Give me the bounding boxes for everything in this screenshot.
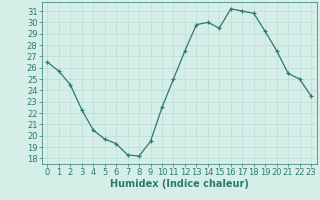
X-axis label: Humidex (Indice chaleur): Humidex (Indice chaleur) (110, 179, 249, 189)
